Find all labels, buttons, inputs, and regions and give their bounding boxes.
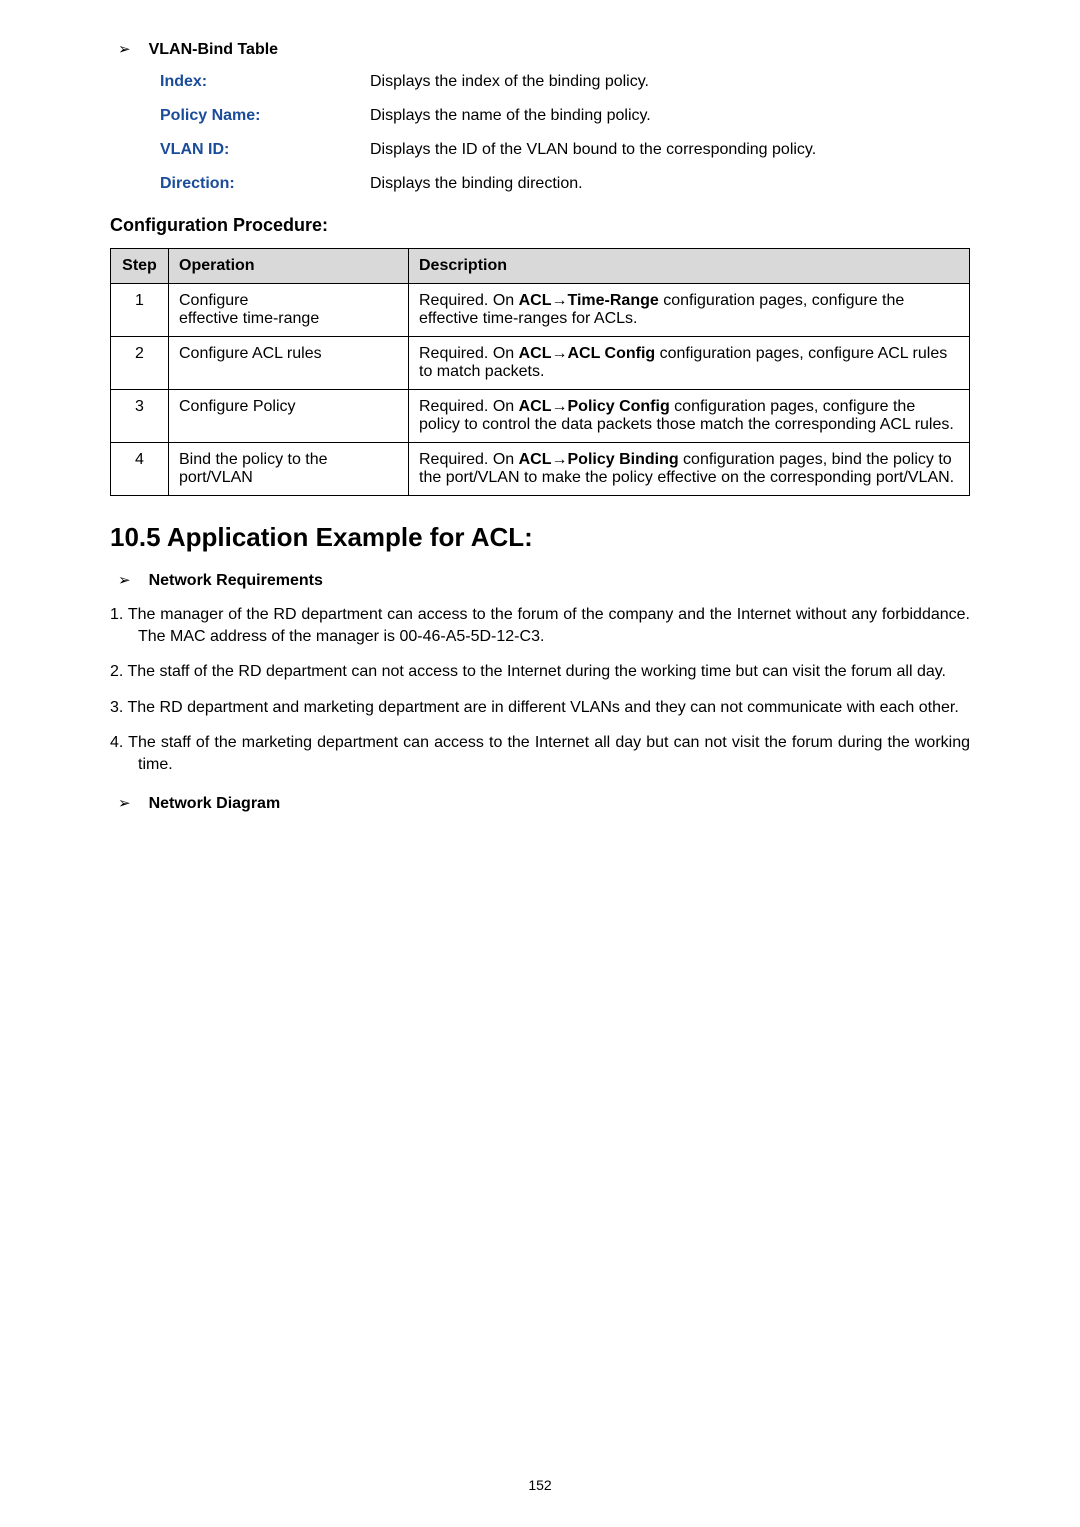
config-procedure-table: Step Operation Description 1 Configure e… [110,248,970,496]
cell-op: Configure effective time-range [169,284,409,337]
cell-desc: Required. On ACL→Policy Binding configur… [409,443,970,496]
table-row: 3 Configure Policy Required. On ACL→Poli… [111,390,970,443]
desc-bold: ACL→Policy Binding [519,451,679,468]
table-row: 4 Bind the policy to the port/VLAN Requi… [111,443,970,496]
def-desc: Displays the name of the binding policy. [370,107,651,125]
config-procedure-heading: Configuration Procedure: [110,215,970,236]
cell-op: Configure ACL rules [169,337,409,390]
desc-bold: ACL→ACL Config [519,345,656,362]
desc-pre: Required. On [419,451,519,468]
chevron-right-icon: ➢ [118,571,131,589]
list-item: 3. The RD department and marketing depar… [110,697,970,719]
table-row: 1 Configure effective time-range Require… [111,284,970,337]
op-post: effective time-range [179,310,398,328]
vlan-bind-definitions: Index: Displays the index of the binding… [160,73,970,193]
list-item: 1. The manager of the RD department can … [110,604,970,647]
table-header-row: Step Operation Description [111,249,970,284]
network-requirements-label: ➢ Network Requirements [118,571,970,590]
network-diagram-title: Network Diagram [149,795,281,813]
def-term-direction: Direction: [160,175,370,193]
def-row: VLAN ID: Displays the ID of the VLAN bou… [160,141,970,159]
cell-desc: Required. On ACL→ACL Config configuratio… [409,337,970,390]
def-row: Index: Displays the index of the binding… [160,73,970,91]
def-term-index: Index: [160,73,370,91]
vlan-bind-title: VLAN-Bind Table [149,41,278,59]
def-term-vlan-id: VLAN ID: [160,141,370,159]
def-desc: Displays the ID of the VLAN bound to the… [370,141,816,159]
col-operation: Operation [169,249,409,284]
def-row: Direction: Displays the binding directio… [160,175,970,193]
def-term-policy-name: Policy Name: [160,107,370,125]
cell-step: 1 [111,284,169,337]
cell-desc: Required. On ACL→Policy Config configura… [409,390,970,443]
list-item: 2. The staff of the RD department can no… [110,661,970,683]
desc-pre: Required. On [419,398,519,415]
network-requirements-title: Network Requirements [149,572,323,590]
desc-bold: ACL→Time-Range [519,292,659,309]
page-number: 152 [0,1477,1080,1493]
def-desc: Displays the binding direction. [370,175,583,193]
network-requirements-list: 1. The manager of the RD department can … [110,604,970,776]
cell-step: 4 [111,443,169,496]
desc-pre: Required. On [419,345,519,362]
cell-step: 3 [111,390,169,443]
op-pre: Configure [179,292,248,309]
chevron-right-icon: ➢ [118,40,131,58]
network-diagram-label: ➢ Network Diagram [118,794,970,813]
vlan-bind-label: ➢ VLAN-Bind Table [118,40,970,59]
cell-op: Bind the policy to the port/VLAN [169,443,409,496]
application-example-heading: 10.5 Application Example for ACL: [110,522,970,553]
def-row: Policy Name: Displays the name of the bi… [160,107,970,125]
col-step: Step [111,249,169,284]
cell-step: 2 [111,337,169,390]
cell-desc: Required. On ACL→Time-Range configuratio… [409,284,970,337]
table-row: 2 Configure ACL rules Required. On ACL→A… [111,337,970,390]
def-desc: Displays the index of the binding policy… [370,73,649,91]
cell-op: Configure Policy [169,390,409,443]
desc-bold: ACL→Policy Config [519,398,670,415]
chevron-right-icon: ➢ [118,794,131,812]
list-item: 4. The staff of the marketing department… [110,732,970,775]
col-description: Description [409,249,970,284]
desc-pre: Required. On [419,292,519,309]
